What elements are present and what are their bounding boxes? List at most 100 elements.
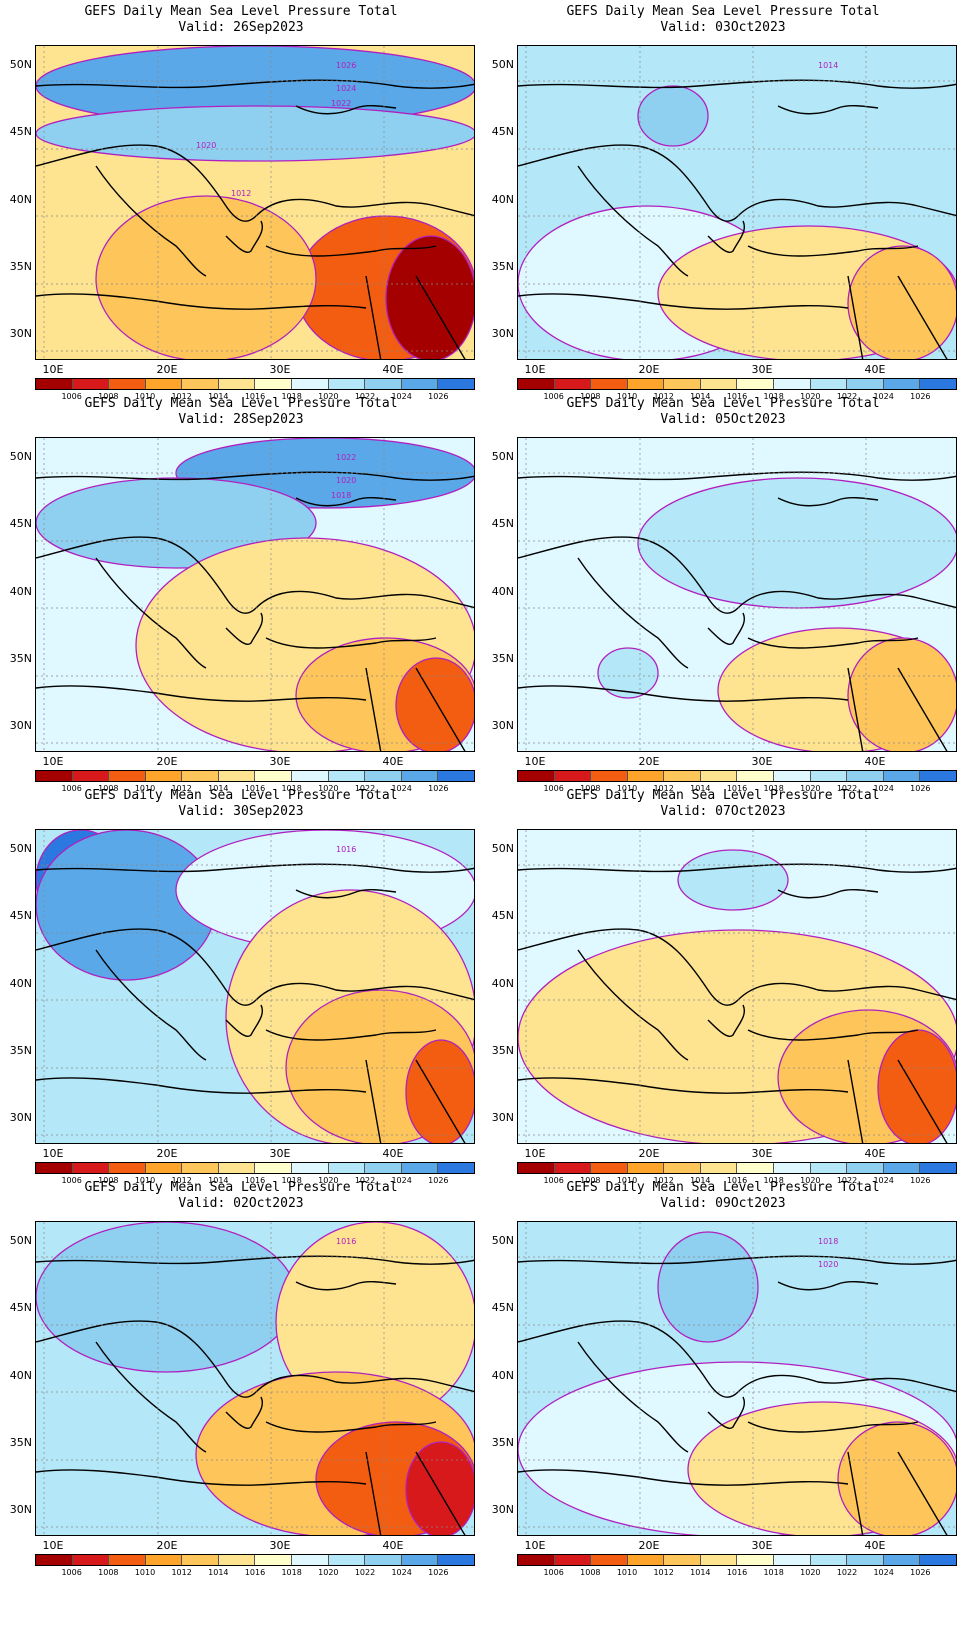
panel-title: GEFS Daily Mean Sea Level Pressure Total… [482,396,964,428]
colorbar-swatch [292,1163,329,1173]
colorbar-swatch [700,1555,738,1565]
colorbar-tick-label: 1020 [800,1568,821,1577]
contour-label: 1020 [196,141,216,150]
colorbar-swatch [365,1163,402,1173]
pressure-region [395,657,474,751]
colorbar-tick-label: 1016 [244,1568,266,1577]
coastline [225,1004,263,1037]
colorbar-swatch [145,1555,183,1565]
longitude-label: 30E [751,363,773,376]
colorbar-swatch [810,1163,848,1173]
colorbar-tick-label: 1006 [543,392,564,401]
coastline [265,637,437,649]
colorbar-swatch [328,771,366,781]
colorbar-tick-label: 1012 [171,784,192,793]
panel-valid-date: Valid: 03Oct2023 [660,20,786,35]
contour-label: 1016 [336,1237,356,1246]
coastline [36,293,367,310]
colorbar-tick-label: 1024 [391,392,412,401]
colorbar-swatch [109,379,146,389]
longitude-label: 30E [751,1147,773,1160]
contour-label: 1022 [331,99,351,108]
colorbar-tick-label: 1008 [580,1568,601,1577]
colorbar-tick-label: 1024 [873,784,894,793]
pressure-region [405,1441,474,1535]
latitude-label: 40N [491,1369,514,1382]
colorbar-tick-label: 1010 [616,784,638,793]
colorbar-swatch [774,379,811,389]
colorbar-tick-label: 1010 [134,1568,156,1577]
colorbar-tick-label: 1026 [428,1176,449,1185]
longitude-label: 40E [382,363,404,376]
coastline [95,557,207,669]
panel-title-line: GEFS Daily Mean Sea Level Pressure Total [566,396,880,411]
coastline [365,275,382,359]
panel-title-line: GEFS Daily Mean Sea Level Pressure Total [84,4,398,19]
colorbar-swatch [774,771,811,781]
latitude-label: 40N [9,1369,32,1382]
colorbar-swatch [591,1555,628,1565]
colorbar-swatch [182,771,219,781]
colorbar-tick-label: 1006 [61,1568,82,1577]
coastline [365,667,382,751]
colorbar-swatch [627,1163,665,1173]
coastline [707,612,745,645]
colorbar-tick-label: 1024 [391,1568,412,1577]
colorbar-swatch [72,771,110,781]
colorbar [517,770,957,782]
coastline [36,144,474,222]
colorbar-swatch [737,1163,775,1173]
panel-title: GEFS Daily Mean Sea Level Pressure Total… [482,1180,964,1212]
colorbar-tick-label: 1026 [910,1568,931,1577]
panel-title: GEFS Daily Mean Sea Level Pressure Total… [482,4,964,36]
colorbar-swatch [700,379,738,389]
colorbar-swatch [883,379,921,389]
colorbar-tick-label: 1016 [244,1176,266,1185]
coastline [577,165,689,277]
coastline [265,1029,437,1041]
colorbar-swatch [438,1163,474,1173]
map-panel: GEFS Daily Mean Sea Level Pressure Total… [0,392,482,802]
coastline [897,667,948,751]
colorbar-tick-label: 1014 [208,1568,229,1577]
panel-title: GEFS Daily Mean Sea Level Pressure Total… [0,4,482,36]
colorbar-tick-label: 1008 [98,392,119,401]
colorbar-tick-label: 1006 [61,784,82,793]
map-panel: GEFS Daily Mean Sea Level Pressure Total… [482,784,964,1194]
latitude-label: 40N [9,585,32,598]
coastline [295,889,397,899]
colorbar-tick-label: 1014 [690,392,711,401]
pressure-field: 1014 [518,46,956,359]
colorbar-tick-label: 1006 [543,784,564,793]
colorbar-swatch [664,1163,701,1173]
colorbar-tick-label: 1016 [726,392,748,401]
pressure-field: 1026 1024 1022 1020 1012 [36,46,474,359]
latitude-label: 35N [9,1436,32,1449]
coastline [36,1469,367,1486]
colorbar-swatch [292,1555,329,1565]
colorbar-tick-label: 1014 [208,1176,229,1185]
colorbar-tick-label: 1024 [873,1176,894,1185]
latitude-label: 50N [491,1234,514,1247]
longitude-label: 40E [864,363,886,376]
colorbar-swatch [328,1163,366,1173]
colorbar-swatch [518,1555,555,1565]
colorbar-swatch [664,1555,701,1565]
coastline [577,1341,689,1453]
panel-valid-date: Valid: 09Oct2023 [660,1196,786,1211]
colorbar-swatch [182,1555,219,1565]
panel-title-line: GEFS Daily Mean Sea Level Pressure Total [84,788,398,803]
colorbar-swatch [109,1555,146,1565]
longitude-label: 20E [638,1539,660,1552]
coastline [36,685,367,702]
colorbar-tick-label: 1012 [171,1176,192,1185]
pressure-field: 1022 1020 1018 [36,438,474,751]
colorbar [35,1162,475,1174]
colorbar-tick-label: 1022 [836,392,858,401]
coastline [518,1077,849,1094]
map-frame: 1016 [35,829,475,1144]
colorbar-tick-label: 1022 [836,1568,858,1577]
pressure-region [36,105,474,162]
colorbar-swatch [438,379,474,389]
colorbar-tick-label: 1020 [800,784,821,793]
